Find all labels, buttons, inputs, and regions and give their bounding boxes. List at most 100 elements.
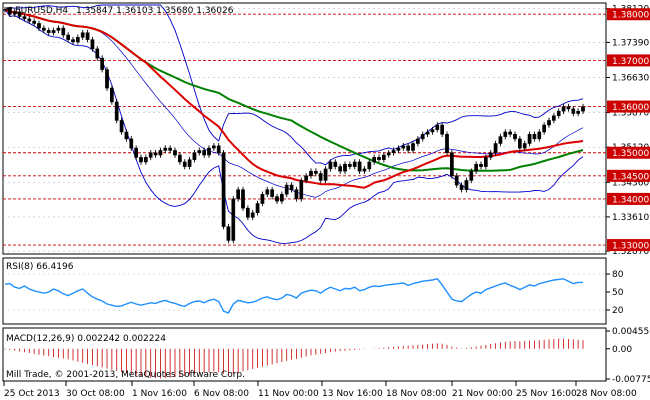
candle-body [71,39,75,43]
candle-body [27,18,32,22]
bollinger-middle-line [4,9,584,198]
candle-body [12,11,17,15]
candle-body [537,131,542,140]
ma-fast-line [4,8,584,189]
main-y-tick-label: 1.37390 [612,38,649,48]
rsi-panel-frame [2,257,607,325]
candle-body [90,39,95,50]
candle-body [134,147,138,158]
candle-body [275,196,279,202]
candle-body [226,226,231,241]
candle-body [513,134,517,140]
candle-body [464,180,469,190]
candle-body [80,32,85,38]
candle-body [119,120,124,133]
rsi-y-tick-label: 80 [612,270,624,280]
candle-body [51,30,56,33]
candle-body [270,189,274,197]
x-axis-tick-label: 28 Nov 08:00 [576,389,637,399]
price-level-badge [607,169,650,182]
x-axis-tick-label: 13 Nov 16:00 [322,389,383,399]
candle-body [532,134,537,140]
main-panel-frame [2,2,607,255]
price-level-label: 1.34000 [612,195,649,205]
candle-body [236,189,240,200]
candle-body [416,138,420,144]
candle-body [100,57,104,70]
candle-body [212,145,216,149]
candle-body [522,143,527,149]
candle-body [396,147,401,151]
main-y-tick-label: 1.32870 [612,247,649,257]
macd-y-tick-label: 0.00 [612,345,632,355]
main-y-tick-label: 1.35870 [612,109,649,119]
candle-body [445,134,449,153]
candle-body [17,11,22,17]
price-level-badge [607,8,650,21]
candle-body [202,150,206,156]
candle-body [309,170,313,177]
candle-body [216,145,221,153]
candle-body [197,150,202,153]
candle-body [178,154,182,163]
x-axis-tick-label: 25 Oct 2013 [4,389,60,399]
main-y-tick-label: 1.34360 [612,178,649,188]
candle-body [304,175,308,181]
candle-body [246,207,250,218]
candle-body [382,154,386,160]
candle-body [95,48,100,59]
price-level-label: 1.35000 [612,149,649,159]
candle-body [401,145,406,149]
candle-body [343,164,347,172]
candle-body [139,157,143,163]
copyright-text: Mill Trade, © 2001-2013, MetaQuotes Soft… [6,370,245,380]
candle-body [173,150,177,156]
macd-y-tick-label: -0.007756 [612,375,650,385]
candle-body [454,175,459,186]
candle-body [76,37,80,43]
candle-body [294,189,299,200]
main-y-tick-label: 1.36630 [612,73,649,83]
candle-body [148,152,153,158]
candle-body [411,143,415,151]
candle-body [547,120,551,126]
x-axis-tick-label: 11 Nov 00:00 [258,389,319,399]
x-axis-tick-label: 6 Nov 08:00 [194,389,249,399]
header-ohlc: 1.35847 1.36103 1.35680 1.36026 [76,6,234,16]
candle-body [153,152,158,156]
price-level-badge [607,54,650,67]
candle-body [163,147,168,151]
main-y-tick-label: 1.33610 [612,213,649,223]
price-level-badge [607,100,650,113]
candle-body [571,108,576,114]
candle-body [61,27,66,36]
candle-body [459,184,464,190]
candle-body [280,194,284,202]
candle-body [581,106,585,112]
candle-body [430,129,435,133]
candle-body [479,164,483,167]
candle-body [328,161,333,170]
candle-body [255,203,260,214]
x-axis-tick-label: 18 Nov 08:00 [386,389,447,399]
price-level-badge [607,192,650,205]
candle-body [158,150,163,156]
candle-body [129,138,134,149]
candle-body [518,138,522,149]
bollinger-upper-line [4,4,584,166]
candle-body [352,161,357,167]
candle-body [493,143,498,153]
candle-body [391,150,396,153]
candle-body [566,106,571,110]
macd-title: MACD(12,26,9) 0.002242 0.002224 [6,334,166,344]
header-symbol: EURUSD,H4 [15,6,68,16]
price-level-label: 1.34500 [612,172,649,182]
candle-body [187,159,192,167]
candle-body [231,198,236,241]
candle-body [221,152,226,227]
candle-body [508,131,512,135]
candle-body [3,9,7,11]
candle-body [32,20,36,24]
price-level-label: 1.33000 [612,242,649,252]
